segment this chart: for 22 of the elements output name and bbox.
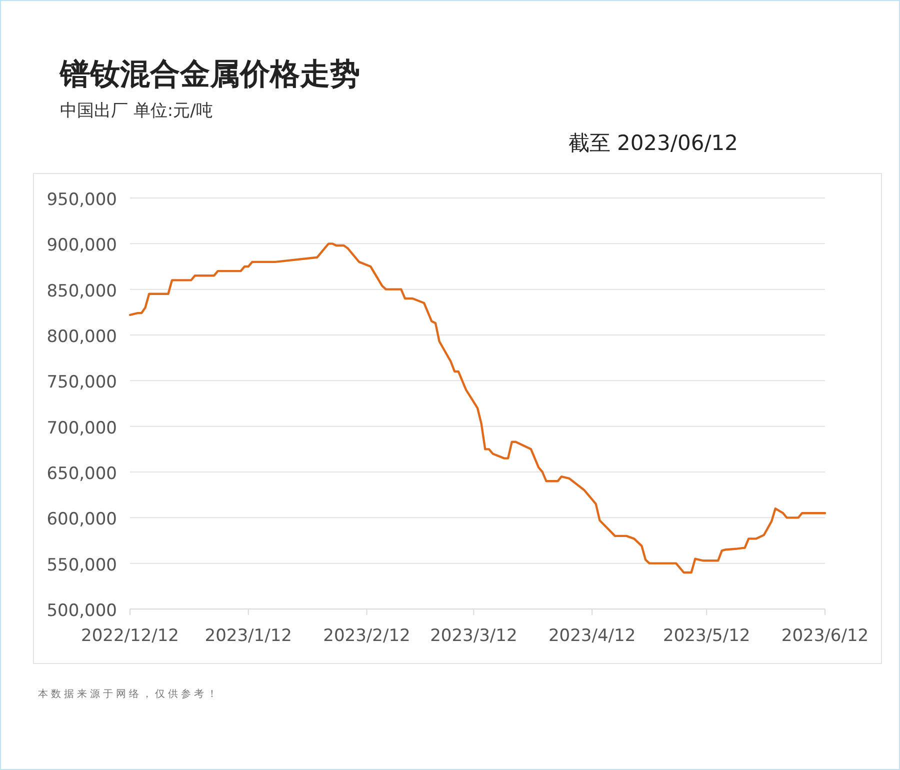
x-tick-label: 2023/2/12 <box>323 626 410 646</box>
y-tick-label: 700,000 <box>46 418 117 438</box>
x-tick-label: 2023/5/12 <box>663 626 750 646</box>
chart-subtitle: 中国出厂 单位:元/吨 <box>60 101 213 121</box>
y-tick-label: 900,000 <box>46 236 117 256</box>
y-tick-label: 750,000 <box>46 372 117 393</box>
x-tick-label: 2023/1/12 <box>204 626 292 646</box>
y-tick-label: 550,000 <box>46 555 117 576</box>
x-tick-label: 2023/3/12 <box>430 626 518 646</box>
x-tick-label: 2022/12/12 <box>81 626 179 646</box>
y-tick-label: 500,000 <box>46 601 117 621</box>
line-series <box>128 242 826 574</box>
y-tick-label: 950,000 <box>46 190 117 210</box>
y-tick-label: 650,000 <box>46 464 117 484</box>
x-tick-label: 2023/4/12 <box>548 626 636 646</box>
x-tick-label: 2023/6/12 <box>781 626 869 646</box>
y-tick-label: 850,000 <box>46 281 117 302</box>
chart-title: 镨钕混合金属价格走势 <box>59 57 360 92</box>
text: 截至 2023/06/12 <box>568 131 738 155</box>
y-tick-label: 600,000 <box>46 510 117 530</box>
y-tick-label: 800,000 <box>46 327 117 347</box>
text: 本数据来源于网络，仅供参考！ <box>38 688 220 700</box>
